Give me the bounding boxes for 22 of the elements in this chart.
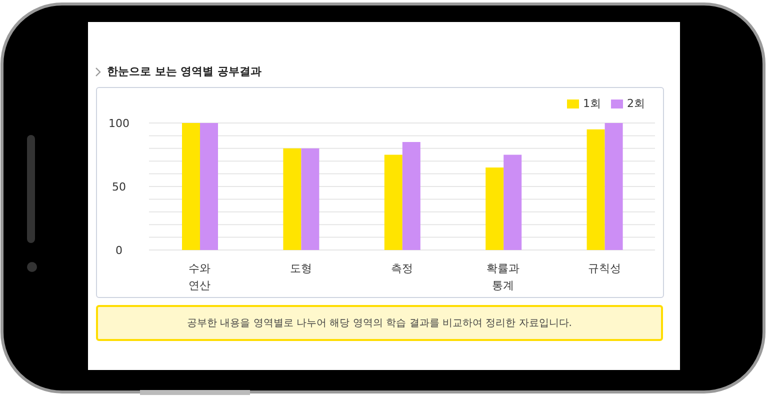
bar <box>200 123 218 250</box>
x-tick-label: 확률과 통계 <box>486 262 520 292</box>
legend-label: 1회 <box>583 97 601 110</box>
bar <box>604 123 623 250</box>
bar <box>301 148 320 250</box>
bar <box>384 154 402 250</box>
x-tick-label: 도형 <box>290 262 312 275</box>
bar <box>402 142 420 250</box>
bar <box>182 123 200 250</box>
x-tick-label: 규칙성 <box>588 262 621 275</box>
x-tick-label: 측정 <box>391 262 413 275</box>
chart-title: 한눈으로 보는 영역별 공부결과 <box>107 64 262 79</box>
y-tick-label: 100 <box>108 117 130 130</box>
bar <box>486 167 504 250</box>
y-tick-label: 50 <box>112 180 126 194</box>
bar <box>586 129 605 250</box>
bar <box>504 154 522 250</box>
y-tick-label: 0 <box>116 244 122 257</box>
legend-label: 2회 <box>627 97 645 110</box>
text: 공부한 내용을 영역별로 나누어 해당 영역의 학습 결과를 비교하여 정리한 자료입니다. <box>96 305 663 341</box>
bar <box>283 148 302 250</box>
x-tick-label: 수와 연산 <box>188 262 211 292</box>
